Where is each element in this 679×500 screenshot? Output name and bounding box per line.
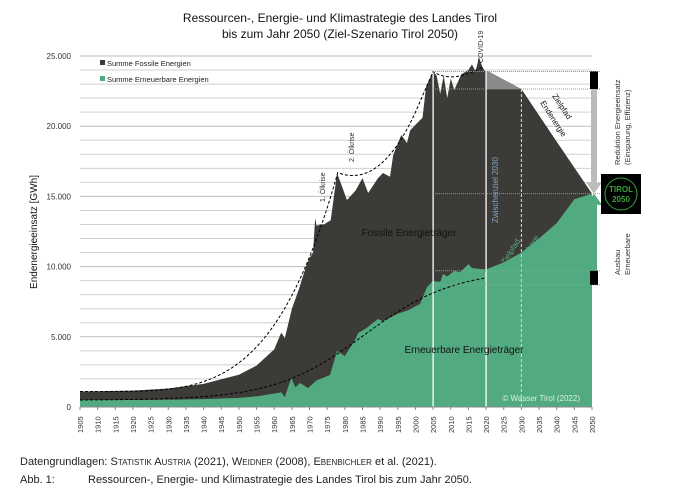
covid-reduction-triangle [486, 70, 522, 89]
reduction-arrow [591, 88, 597, 183]
legend-swatch [100, 76, 105, 81]
oil-crisis-2-label: 2. Ölkrise [348, 132, 356, 162]
x-tick-label: 2015 [464, 416, 473, 433]
legend-label: Summe Erneuerbare Energien [107, 75, 209, 84]
y-tick-label: 10.000 [47, 263, 72, 272]
x-tick-label: 1970 [306, 416, 315, 433]
reduction-bar-black [590, 71, 598, 89]
copyright-label: © Wasser Tirol (2022) [502, 394, 580, 403]
energy-chart: Ressourcen-, Energie- und Klimastrategie… [29, 11, 641, 433]
covid-label: COVID-19 [478, 31, 485, 63]
figure-text: Ressourcen-, Energie- und Klimastrategie… [88, 474, 472, 486]
chart-subtitle: bis zum Jahr 2050 (Ziel-Szenario Tirol 2… [222, 27, 458, 41]
legend-item: Summe Erneuerbare Energien [100, 75, 209, 84]
x-tick-label: 1930 [164, 416, 173, 433]
renewable-label: Erneuerbare Energieträger [405, 345, 525, 356]
x-tick-label: 2005 [429, 416, 438, 433]
x-tick-label: 1965 [288, 416, 297, 433]
y-tick-label: 20.000 [47, 122, 72, 131]
expansion-arrowhead-icon [586, 193, 602, 205]
y-tick-label: 25.000 [47, 52, 72, 61]
legend-label: Summe Fossile Energien [107, 59, 191, 68]
data-sources: Datengrundlagen: Statistik Austria (2021… [20, 456, 437, 468]
x-tick-label: 1910 [94, 416, 103, 433]
expansion-bar-black [590, 270, 598, 285]
x-tick-label: 2035 [535, 416, 544, 433]
y-tick-label: 5.000 [51, 333, 72, 342]
source-year: et al. (2021). [371, 456, 437, 468]
expansion-arrow [591, 204, 597, 271]
x-tick-label: 1980 [341, 416, 350, 433]
sources-prefix: Datengrundlagen: [20, 456, 111, 468]
fossil-label: Fossile Energieträger [361, 228, 457, 239]
expansion-label-2: Erneuerbare [623, 233, 632, 275]
x-tick-label: 2050 [588, 416, 597, 433]
x-tick-label: 1990 [376, 416, 385, 433]
interim-target-label: Zwischenziel 2030 [491, 157, 500, 223]
x-tick-label: 1950 [235, 416, 244, 433]
reduction-arrowhead-icon [586, 182, 602, 194]
reduction-label-2: (Einsparung, Effizienz) [623, 89, 632, 165]
x-tick-label: 1960 [270, 416, 279, 433]
source-name: Statistik Austria [110, 456, 191, 468]
chart-title: Ressourcen-, Energie- und Klimastrategie… [183, 11, 497, 25]
source-name: Weidner [231, 456, 273, 468]
total-trend-line [80, 66, 483, 393]
source-name: Ebenbichler [313, 456, 372, 468]
y-axis-label: Endenergieeinsatz [GWh] [29, 175, 40, 289]
oil-crisis-1-label: 1. Ölkrise [319, 172, 327, 202]
x-tick-label: 1905 [76, 416, 85, 433]
x-tick-label: 1955 [253, 416, 262, 433]
x-tick-label: 1945 [217, 416, 226, 433]
figure-label: Abb. 1: [20, 474, 55, 486]
expansion-label-1: Ausbau [613, 250, 622, 275]
figure-caption: Abb. 1: Ressourcen-, Energie- und Klimast… [20, 474, 472, 486]
x-tick-label: 1940 [200, 416, 209, 433]
x-tick-label: 1920 [129, 416, 138, 433]
x-tick-label: 2025 [500, 416, 509, 433]
x-tick-label: 2030 [517, 416, 526, 433]
x-tick-label: 2020 [482, 416, 491, 433]
legend-swatch [100, 60, 105, 65]
x-tick-label: 2010 [447, 416, 456, 433]
x-tick-label: 2040 [553, 416, 562, 433]
x-tick-label: 1925 [147, 416, 156, 433]
source-year: (2021), [190, 456, 232, 468]
x-tick-label: 1915 [111, 416, 120, 433]
x-tick-label: 1985 [358, 416, 367, 433]
x-tick-label: 2000 [411, 416, 420, 433]
x-tick-label: 1975 [323, 416, 332, 433]
renewable-area [80, 193, 592, 407]
x-tick-label: 1935 [182, 416, 191, 433]
legend-item: Summe Fossile Energien [100, 59, 191, 68]
y-tick-label: 0 [67, 403, 72, 412]
source-year: (2008), [272, 456, 314, 468]
svg-text:TIROL: TIROL [609, 185, 633, 194]
reduction-label-1: Reduktion Energieeinsatz [613, 79, 622, 165]
svg-text:2050: 2050 [612, 195, 630, 204]
renewable-trend-line [79, 277, 487, 401]
x-tick-label: 1995 [394, 416, 403, 433]
x-tick-label: 2045 [570, 416, 579, 433]
y-tick-label: 15.000 [47, 192, 72, 201]
